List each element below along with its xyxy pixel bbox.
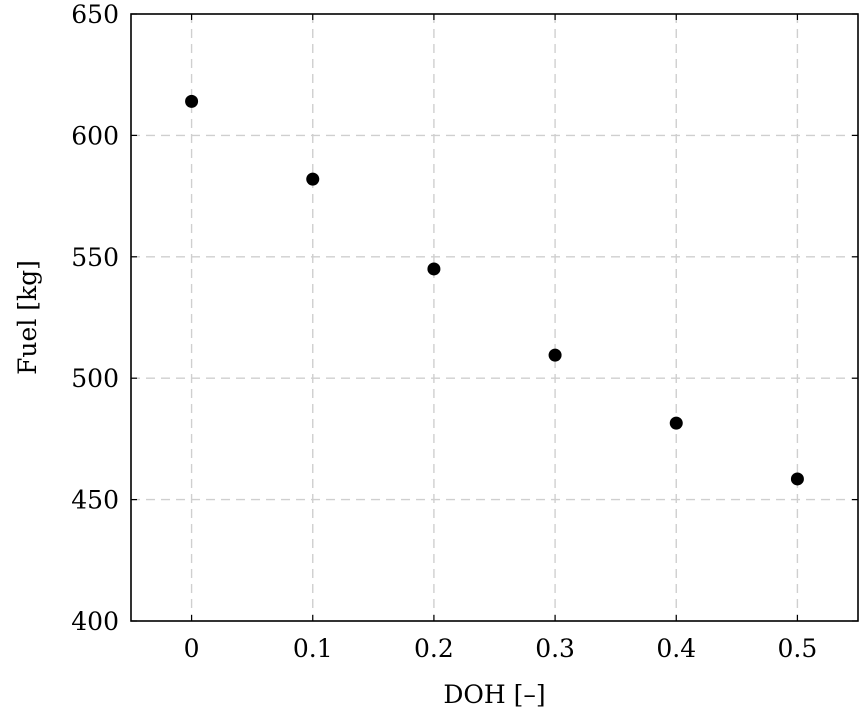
x-tick-label: 0 [184,634,200,663]
x-axis-ticks: 0 0.1 0.2 0.3 0.4 0.5 [184,14,818,663]
data-point [669,416,683,430]
grid [131,14,858,621]
y-axis-label: Fuel [kg] [13,260,42,375]
y-tick-label: 600 [71,121,119,150]
data-point [185,94,199,108]
data-point [548,348,562,362]
data-point [790,472,804,486]
plot-frame [130,13,859,622]
y-tick-label: 450 [71,486,119,515]
data-points [185,94,804,486]
x-axis-label: DOH [–] [443,680,545,709]
data-point [427,262,441,276]
y-tick-label: 550 [71,243,119,272]
y-axis-ticks: 400 450 500 550 600 650 [71,0,858,636]
x-tick-label: 0.1 [293,634,333,663]
x-tick-label: 0.3 [535,634,575,663]
y-tick-label: 500 [71,364,119,393]
y-tick-label: 400 [71,607,119,636]
x-tick-label: 0.2 [414,634,454,663]
x-tick-label: 0.4 [656,634,696,663]
y-tick-label: 650 [71,0,119,29]
x-tick-label: 0.5 [778,634,818,663]
data-point [306,172,320,186]
